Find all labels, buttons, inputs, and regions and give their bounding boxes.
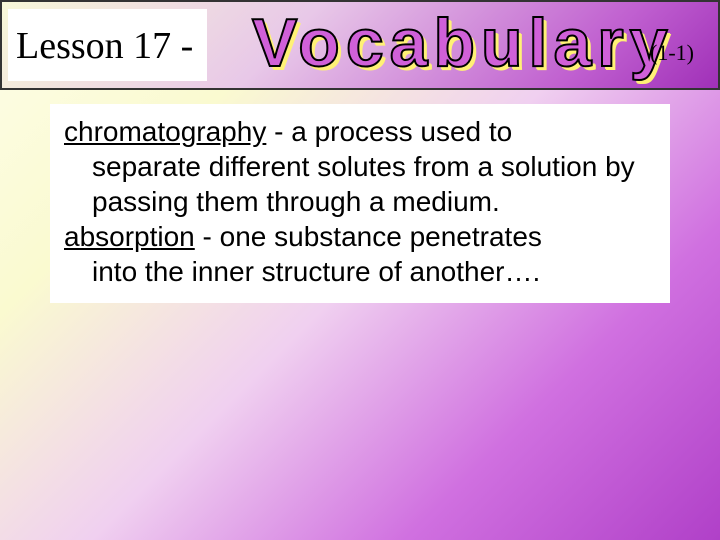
lesson-label: Lesson 17 - xyxy=(16,24,193,68)
separator: - xyxy=(266,116,291,147)
separator: - xyxy=(195,221,220,252)
term: absorption xyxy=(64,221,195,252)
page-indicator: (1-1) xyxy=(650,40,694,66)
first-line-tail: one substance penetrates xyxy=(220,221,542,252)
first-line-tail: a process used to xyxy=(291,116,512,147)
definition-body: into the inner structure of another…. xyxy=(64,254,656,289)
term: chromatography xyxy=(64,116,266,147)
definitions-box: chromatography - a process used to separ… xyxy=(50,104,670,303)
lesson-label-box: Lesson 17 - xyxy=(8,9,207,81)
definition-item: absorption - one substance penetrates in… xyxy=(64,219,656,289)
definition-body: separate different solutes from a soluti… xyxy=(64,149,656,219)
title-bar: Lesson 17 - Vocabulary (1-1) xyxy=(0,0,720,90)
title-word: Vocabulary xyxy=(252,5,674,81)
definition-item: chromatography - a process used to separ… xyxy=(64,114,656,219)
title-word-wrap: Vocabulary xyxy=(252,4,674,82)
